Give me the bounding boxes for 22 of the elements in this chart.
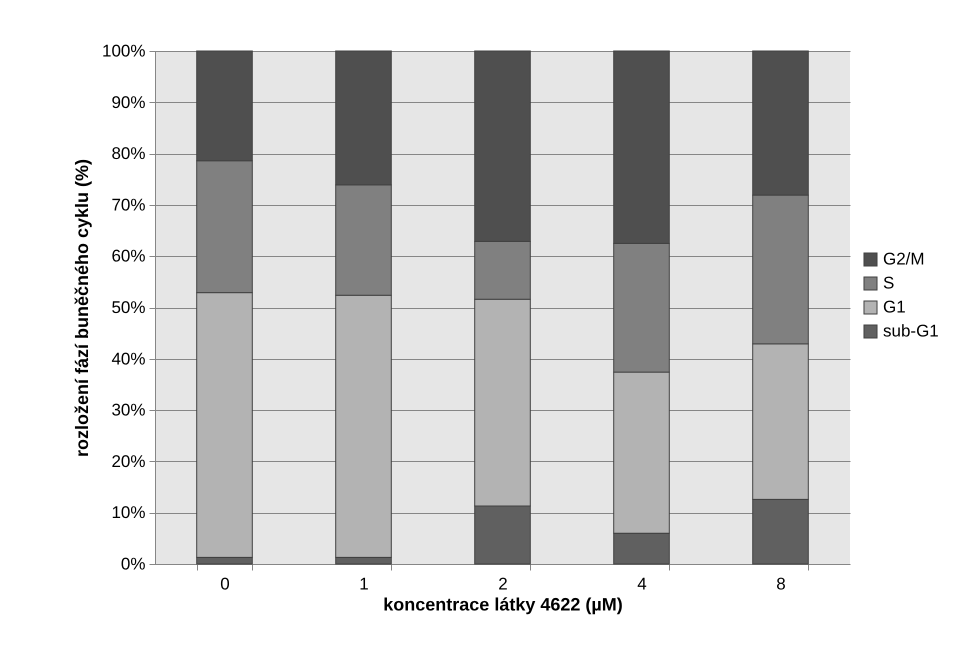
- y-tick-label: 70%: [111, 195, 146, 214]
- x-tick-label: 8: [776, 574, 786, 594]
- y-tick-label: 10%: [111, 503, 146, 522]
- y-tick-label: 60%: [111, 246, 146, 266]
- y-tick-label: 30%: [111, 400, 146, 420]
- legend-label: G2/M: [883, 250, 925, 268]
- x-tick-label: 1: [359, 574, 369, 594]
- y-tick-label: 50%: [111, 298, 146, 317]
- y-tick-label: 80%: [111, 144, 146, 164]
- y-tick-label: 90%: [111, 92, 146, 112]
- x-tick-label: 2: [498, 574, 508, 594]
- y-tick-label: 0%: [120, 554, 146, 574]
- y-tick-label: 100%: [102, 42, 146, 60]
- legend-label: sub-G1: [883, 322, 939, 340]
- x-axis-title: koncentrace látky 4622 (µM): [383, 594, 623, 614]
- x-tick-label: 0: [220, 574, 230, 594]
- x-tick-label: 4: [637, 574, 647, 594]
- y-tick-label: 40%: [111, 349, 146, 368]
- legend-label: G1: [883, 298, 906, 316]
- y-axis-title: rozložení fází buněčného cyklu (%): [72, 158, 92, 458]
- y-tick-label: 20%: [111, 452, 146, 471]
- legend-label: S: [883, 274, 894, 292]
